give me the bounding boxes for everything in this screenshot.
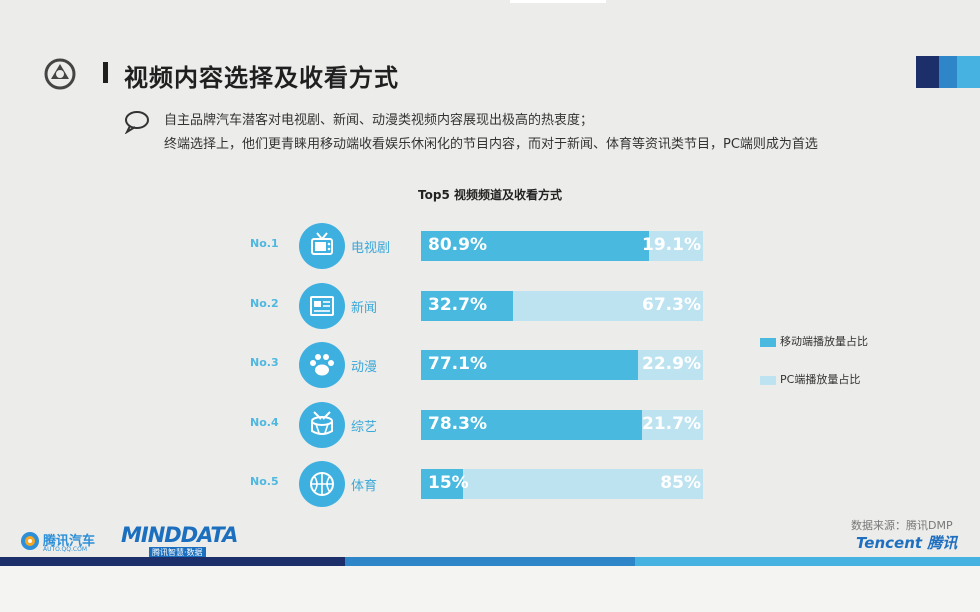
tencent-auto-globe-icon xyxy=(21,532,39,550)
legend-swatch-pc xyxy=(760,375,776,385)
category-label: 新闻 xyxy=(351,301,378,316)
description-line-2: 终端选择上，他们更青睐用移动端收看娱乐休闲化的节目内容，而对于新闻、体育等资讯类… xyxy=(164,137,818,152)
legend-label-mobile: 移动端播放量占比 xyxy=(780,335,868,348)
bar-row: 77.1% 22.9% xyxy=(421,350,703,380)
corner-decoration xyxy=(916,56,980,88)
tv-icon xyxy=(299,223,345,269)
bar-segment-mobile xyxy=(421,350,638,380)
data-label-mobile: 80.9% xyxy=(428,235,487,255)
speech-bubble-icon xyxy=(124,110,150,135)
logo-auto-url: AUTO.QQ.COM xyxy=(43,546,87,553)
data-label-pc: 22.9% xyxy=(642,354,701,374)
bar-row: 15% 85% xyxy=(421,469,703,499)
logo-mind-sub: 腾讯智慧·数据 xyxy=(149,547,206,558)
tencent-auto-logo: 腾讯汽车 AUTO.QQ.COM xyxy=(19,530,95,556)
data-label-pc: 85% xyxy=(660,473,701,493)
data-label-mobile: 32.7% xyxy=(428,295,487,315)
drum-icon xyxy=(299,402,345,448)
data-label-pc: 19.1% xyxy=(642,235,701,255)
rank-label: No.2 xyxy=(250,297,279,310)
minddata-logo: MINDDATA 腾讯智慧·数据 xyxy=(121,523,238,558)
newspaper-icon xyxy=(299,283,345,329)
data-label-mobile: 77.1% xyxy=(428,354,487,374)
page-title: 视频内容选择及收看方式 xyxy=(124,64,399,92)
data-label-pc: 21.7% xyxy=(642,414,701,434)
data-label-pc: 67.3% xyxy=(642,295,701,315)
footer-strip xyxy=(0,566,980,612)
rank-label: No.4 xyxy=(250,416,279,429)
top-notch xyxy=(510,0,606,3)
bar-segment-pc xyxy=(463,469,703,499)
tencent-auto-logo-icon xyxy=(44,58,76,90)
data-source: 数据来源：腾讯DMP xyxy=(851,519,953,532)
bar-segment-mobile xyxy=(421,231,649,261)
bar-row: 78.3% 21.7% xyxy=(421,410,703,440)
logo-auto-name: 腾讯汽车 xyxy=(43,534,96,549)
bar-row: 80.9% 19.1% xyxy=(421,231,703,261)
category-label: 综艺 xyxy=(351,420,378,435)
paw-icon xyxy=(299,342,345,388)
legend-swatch-mobile xyxy=(760,337,776,347)
legend-label-pc: PC端播放量占比 xyxy=(780,373,861,386)
rank-label: No.1 xyxy=(250,237,279,250)
bar-segment-pc xyxy=(649,231,703,261)
title-accent-bar xyxy=(103,62,108,83)
bar-segment-mobile xyxy=(421,291,513,321)
footer-color-band xyxy=(0,557,980,566)
rank-label: No.5 xyxy=(250,475,279,488)
legend-item-pc: PC端播放量占比 xyxy=(760,371,860,387)
legend-item-mobile: 移动端播放量占比 xyxy=(760,333,868,349)
chart-title: Top5 视频频道及收看方式 xyxy=(418,188,562,202)
description-line-1: 自主品牌汽车潜客对电视剧、新闻、动漫类视频内容展现出极高的热衷度； xyxy=(164,113,594,128)
bar-segment-pc xyxy=(642,410,703,440)
category-label: 体育 xyxy=(351,479,378,494)
bar-segment-pc xyxy=(513,291,703,321)
data-label-mobile: 15% xyxy=(428,473,469,493)
data-label-mobile: 78.3% xyxy=(428,414,487,434)
rank-label: No.3 xyxy=(250,356,279,369)
logo-mind-name: MINDDATA xyxy=(121,523,238,547)
bar-segment-mobile xyxy=(421,410,642,440)
bar-segment-pc xyxy=(638,350,703,380)
basketball-icon xyxy=(299,461,345,507)
category-label: 电视剧 xyxy=(351,241,391,256)
category-label: 动漫 xyxy=(351,360,378,375)
bar-row: 32.7% 67.3% xyxy=(421,291,703,321)
bar-segment-mobile xyxy=(421,469,463,499)
tencent-brand-logo: Tencent 腾讯 xyxy=(856,534,958,552)
